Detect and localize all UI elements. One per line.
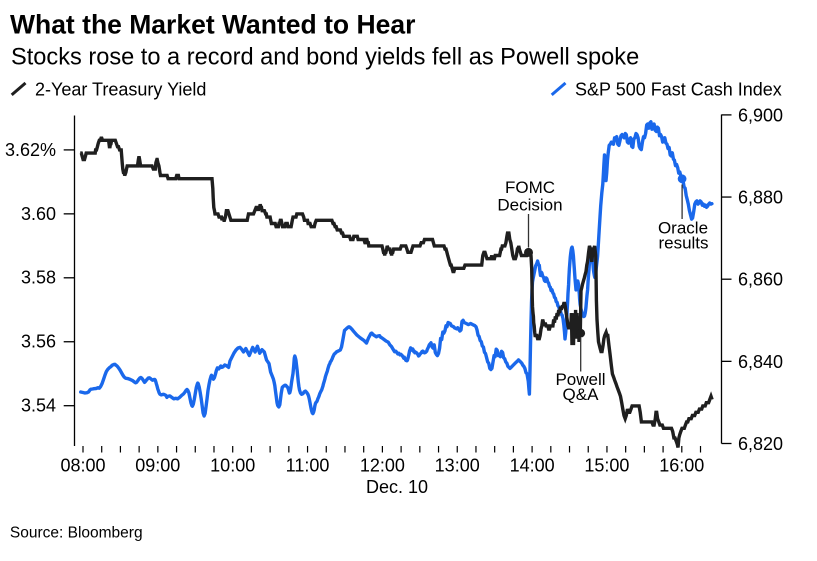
- svg-text:6,880: 6,880: [738, 188, 783, 208]
- svg-text:10:00: 10:00: [210, 456, 255, 476]
- svg-text:6,860: 6,860: [738, 270, 783, 290]
- svg-text:6,840: 6,840: [738, 352, 783, 372]
- svg-text:6,900: 6,900: [738, 105, 783, 125]
- svg-text:09:00: 09:00: [135, 456, 180, 476]
- svg-text:2-Year Treasury Yield: 2-Year Treasury Yield: [35, 80, 206, 100]
- svg-text:Q&A: Q&A: [563, 385, 600, 404]
- svg-text:16:00: 16:00: [659, 456, 704, 476]
- svg-text:3.56: 3.56: [21, 332, 56, 352]
- svg-text:08:00: 08:00: [60, 456, 105, 476]
- svg-text:FOMC: FOMC: [505, 178, 555, 197]
- svg-text:3.62%: 3.62%: [5, 140, 56, 160]
- svg-text:Powell: Powell: [555, 370, 605, 389]
- svg-text:14:00: 14:00: [510, 456, 555, 476]
- svg-text:Dec. 10: Dec. 10: [366, 477, 428, 497]
- svg-text:3.58: 3.58: [21, 268, 56, 288]
- svg-text:3.54: 3.54: [21, 396, 56, 416]
- svg-text:12:00: 12:00: [360, 456, 405, 476]
- svg-text:Source: Bloomberg: Source: Bloomberg: [10, 525, 143, 542]
- svg-text:3.60: 3.60: [21, 204, 56, 224]
- svg-text:S&P 500 Fast Cash Index: S&P 500 Fast Cash Index: [575, 80, 782, 100]
- svg-text:15:00: 15:00: [584, 456, 629, 476]
- svg-text:What the Market Wanted to Hear: What the Market Wanted to Hear: [10, 9, 415, 39]
- svg-text:6,820: 6,820: [738, 434, 783, 454]
- svg-text:Decision: Decision: [497, 196, 562, 215]
- svg-text:11:00: 11:00: [286, 456, 330, 476]
- svg-text:Oracle: Oracle: [658, 219, 708, 238]
- svg-text:13:00: 13:00: [435, 456, 480, 476]
- svg-text:results: results: [658, 234, 708, 253]
- svg-text:Stocks rose to a record and bo: Stocks rose to a record and bond yields …: [11, 45, 639, 71]
